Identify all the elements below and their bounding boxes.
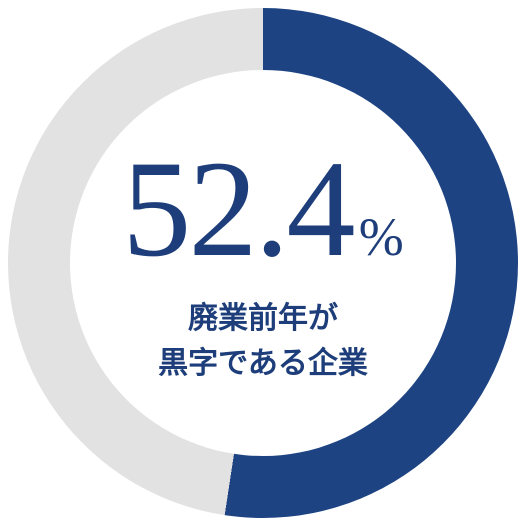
percent-value: 52.4 (122, 140, 352, 278)
chart-caption: 廃業前年が 黒字である企業 (158, 296, 368, 386)
caption-line-1: 廃業前年が (158, 296, 368, 341)
donut-inner: 52.4 % 廃業前年が 黒字である企業 (70, 70, 456, 456)
donut-chart: 52.4 % 廃業前年が 黒字である企業 (8, 8, 518, 518)
value-row: 52.4 % (122, 140, 403, 278)
caption-line-2: 黒字である企業 (158, 341, 368, 386)
percent-unit: % (359, 210, 404, 264)
